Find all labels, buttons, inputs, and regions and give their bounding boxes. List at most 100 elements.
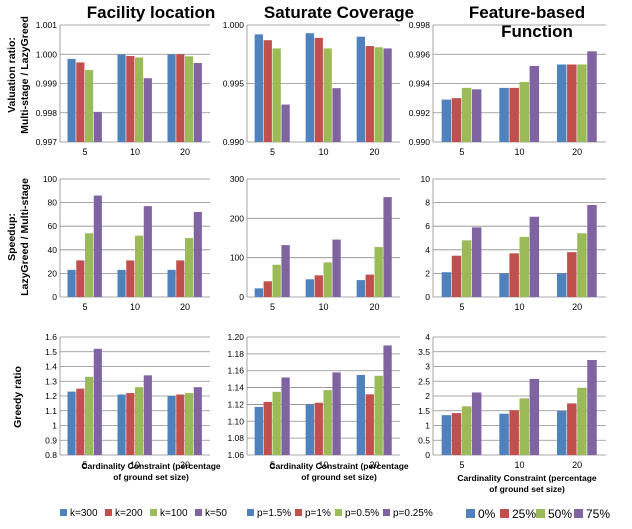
y-tick-label: 4 <box>425 245 430 255</box>
bar-series-3-cat-5 <box>272 48 281 142</box>
bar-series-4-cat-5 <box>471 89 482 142</box>
y-tick-label: 1.20 <box>227 332 244 342</box>
x-axis-label-2-line2: of ground set size) <box>301 472 377 482</box>
bar-series-2-cat-5 <box>76 62 85 142</box>
bar-series-2-cat-10 <box>509 253 519 297</box>
bar-series-3-cat-10 <box>519 398 529 455</box>
bar-series-2-cat-20 <box>365 46 374 143</box>
bar-series-2-cat-20 <box>176 260 185 297</box>
x-axis-label-1-line1: Cardinality Constraint (percentage <box>81 461 221 471</box>
x-tick-label: 10 <box>130 147 140 157</box>
legend-swatch <box>536 509 545 518</box>
x-tick-label: 20 <box>369 460 379 470</box>
bar-series-2-cat-20 <box>176 54 185 142</box>
bar-series-2-cat-5 <box>451 413 462 455</box>
bar-series-4-cat-10 <box>529 216 540 297</box>
y-tick-label: 0.995 <box>223 79 245 89</box>
bar-series-1-cat-10 <box>117 269 126 297</box>
x-tick-label: 10 <box>514 302 524 312</box>
legend-label: p=1% <box>305 508 331 519</box>
y-tick-label: 6 <box>425 221 430 231</box>
x-tick-label: 5 <box>459 147 464 157</box>
bar-series-1-cat-10 <box>305 33 314 142</box>
legend-label: p=0.25% <box>393 508 433 519</box>
y-tick-label: 2 <box>425 391 430 401</box>
bar-series-4-cat-10 <box>143 375 152 455</box>
legends: k=300 k=200 k=100 k=50 p=1.5% p=1% p=0.5% p=0.2… <box>60 507 610 521</box>
bar-series-4-cat-10 <box>143 206 152 297</box>
bar-series-3-cat-5 <box>85 376 94 455</box>
y-tick-label: 0 <box>425 292 430 302</box>
bar-series-4-cat-20 <box>193 63 202 142</box>
y-tick-label: 3 <box>425 362 430 372</box>
bar-series-1-cat-5 <box>441 99 452 142</box>
bar-series-1-cat-5 <box>67 58 76 142</box>
bar-series-3-cat-10 <box>135 235 144 297</box>
bar-series-1-cat-20 <box>167 54 176 142</box>
bar-series-4-cat-20 <box>587 360 597 455</box>
bar-series-2-cat-10 <box>126 393 135 455</box>
y-tick-label: 40 <box>48 245 58 255</box>
x-tick-label: 10 <box>318 147 328 157</box>
y-tick-label: 100 <box>230 253 244 263</box>
x-tick-label: 10 <box>130 460 140 470</box>
bar-series-3-cat-10 <box>135 57 144 142</box>
y-tick-label: 0.992 <box>409 108 431 118</box>
y-tick-label: 1.5 <box>45 347 57 357</box>
x-tick-label: 20 <box>369 302 379 312</box>
x-axis-label-3-line1: Cardinality Constraint (percentage <box>457 473 597 483</box>
bar-series-1-cat-10 <box>305 279 314 297</box>
y-tick-label: 100 <box>43 174 57 184</box>
legend-swatch <box>335 509 342 516</box>
legend-label: p=0.5% <box>345 508 379 519</box>
bar-series-1-cat-5 <box>441 415 452 455</box>
bar-series-3-cat-5 <box>461 87 472 142</box>
panel-row1-col2: 0.990 0.995 1.000 5 10 20 <box>223 20 400 157</box>
y-tick-label: 1.000 <box>223 20 245 30</box>
x-tick-label: 5 <box>82 460 87 470</box>
column-title-3-line1: Feature-based <box>469 3 585 22</box>
y-tick-label: 0.998 <box>36 108 58 118</box>
bar-series-2-cat-5 <box>263 40 272 142</box>
bar-series-3-cat-10 <box>135 387 144 455</box>
bar-series-4-cat-5 <box>93 111 102 142</box>
y-tick-label: 10 <box>421 174 431 184</box>
bar-series-1-cat-10 <box>305 404 314 455</box>
legend-label: k=100 <box>160 508 188 519</box>
bar-series-4-cat-5 <box>281 377 290 455</box>
y-tick-label: 0 <box>52 292 57 302</box>
x-tick-label: 10 <box>130 302 140 312</box>
bar-series-2-cat-20 <box>567 403 577 456</box>
y-tick-label: 1.4 <box>45 362 57 372</box>
y-tick-label: 1.6 <box>45 332 57 342</box>
row-label-3: Greedy ratio <box>12 366 24 428</box>
bar-series-3-cat-20 <box>185 238 194 297</box>
bar-series-2-cat-20 <box>567 64 577 142</box>
bar-series-2-cat-5 <box>451 98 462 143</box>
x-tick-label: 5 <box>270 460 275 470</box>
bar-series-2-cat-5 <box>451 255 462 297</box>
bar-series-2-cat-20 <box>176 394 185 455</box>
x-axis-label-3-line2: of ground set size) <box>489 484 565 494</box>
y-tick-label: 0 <box>425 450 430 460</box>
y-tick-label: 1.18 <box>227 349 244 359</box>
y-tick-label: 1.3 <box>45 376 57 386</box>
bar-series-2-cat-20 <box>365 394 374 455</box>
legend-label: 75% <box>586 507 610 521</box>
y-tick-label: 300 <box>230 174 244 184</box>
bar-series-1-cat-20 <box>556 273 567 297</box>
y-tick-label: 0.9 <box>45 435 57 445</box>
legend-swatch <box>295 509 302 516</box>
bar-series-1-cat-10 <box>499 273 509 297</box>
legend-label: k=200 <box>115 508 143 519</box>
bar-series-4-cat-20 <box>587 51 597 142</box>
y-tick-label: 0.8 <box>45 450 57 460</box>
bar-series-4-cat-10 <box>332 239 341 297</box>
bar-series-1-cat-20 <box>356 36 365 143</box>
bar-series-2-cat-10 <box>126 56 135 142</box>
y-tick-label: 2 <box>425 268 430 278</box>
bar-series-1-cat-20 <box>556 410 567 455</box>
panel-row2-col3: 0 2 4 6 8 10 5 10 20 <box>421 174 606 312</box>
bar-series-4-cat-10 <box>332 372 341 455</box>
